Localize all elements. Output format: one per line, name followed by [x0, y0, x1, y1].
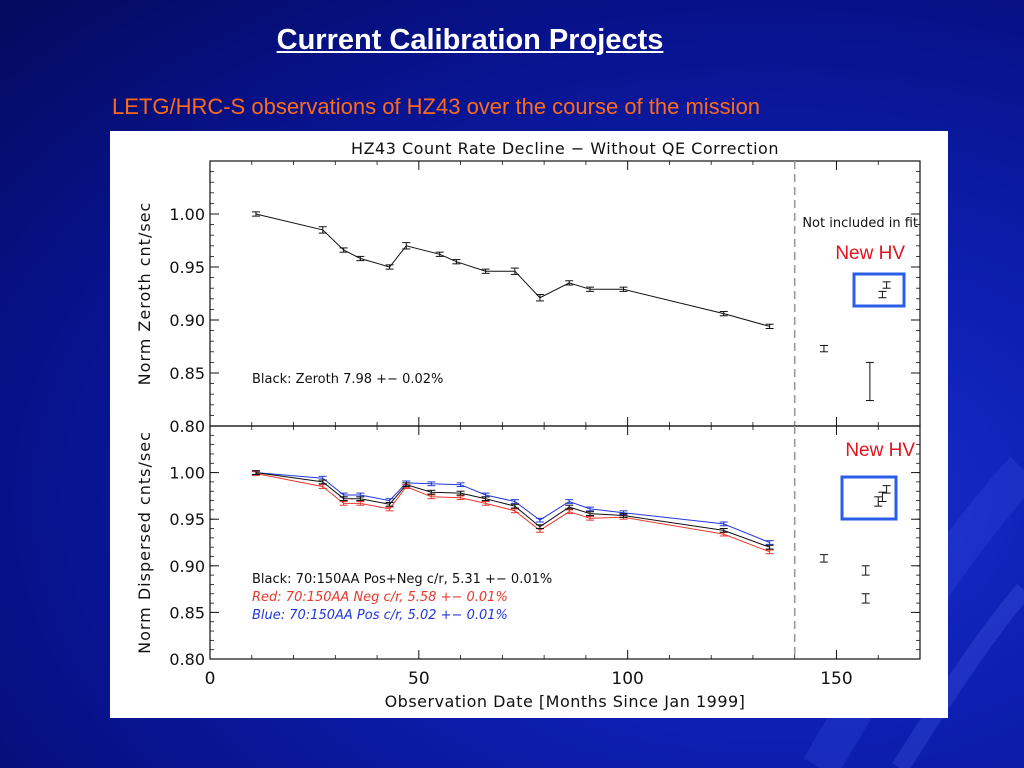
legend-entry-black: Black: 70:150AA Pos+Neg c/r, 5.31 +− 0.0…	[252, 572, 552, 587]
y-tick-label: 1.00	[169, 464, 205, 483]
slide-subtitle: LETG/HRC-S observations of HZ43 over the…	[112, 94, 761, 119]
new-hv-label: New HV	[845, 440, 915, 461]
y-tick-label: 0.95	[169, 510, 205, 529]
y-tick-label: 0.90	[169, 557, 205, 576]
chart-svg: 0.80 0.85 0.90 0.95 1.00 Norm Zeroth cnt/sec H…	[135, 139, 921, 711]
plot-frame	[209, 425, 921, 660]
new-hv-highlight-box	[840, 475, 898, 521]
series-blue-line	[255, 472, 770, 543]
y-tick-label: 0.90	[169, 311, 205, 330]
top-panel: 0.80 0.85 0.90 0.95 1.00 Norm Zeroth cnt/sec H…	[135, 139, 921, 436]
chart-title: HZ43 Count Rate Decline − Without QE Cor…	[351, 139, 779, 158]
x-axis-label: Observation Date [Months Since Jan 1999]	[385, 692, 746, 711]
y-axis-label: Norm Dispersed cnts/sec	[135, 431, 154, 654]
cutoff-label: Not included in fit	[802, 216, 918, 231]
y-tick-label: 0.80	[169, 417, 205, 436]
y-tick-label: 0.95	[169, 258, 205, 277]
series-black-line	[255, 472, 770, 548]
chart-figure: 0.80 0.85 0.90 0.95 1.00 Norm Zeroth cnt/sec H…	[110, 131, 948, 718]
y-tick-label: 1.00	[169, 205, 205, 224]
new-hv-label: New HV	[835, 243, 905, 264]
series-red-line	[255, 473, 770, 553]
fit-result-label: Black: Zeroth 7.98 +− 0.02%	[252, 372, 443, 387]
y-tick-label: 0.85	[169, 364, 205, 383]
new-hv-highlight-box	[852, 272, 906, 308]
x-tick-label: 150	[820, 669, 852, 689]
series-black-line	[255, 213, 770, 327]
slide-title: Current Calibration Projects	[276, 24, 664, 56]
bottom-panel: 0.80 0.85 0.90 0.95 1.00 Norm Dispersed cnts/…	[135, 425, 921, 711]
x-tick-label: 100	[611, 669, 643, 689]
y-tick-label: 0.85	[169, 603, 205, 622]
x-tick-label: 50	[408, 669, 430, 689]
y-axis-label: Norm Zeroth cnt/sec	[135, 202, 154, 386]
legend-entry-red: Red: 70:150AA Neg c/r, 5.58 +− 0.01%	[252, 590, 508, 605]
y-tick-label: 0.80	[169, 650, 205, 669]
x-tick-label: 0	[205, 669, 216, 689]
legend-entry-blue: Blue: 70:150AA Pos c/r, 5.02 +− 0.01%	[252, 608, 508, 623]
